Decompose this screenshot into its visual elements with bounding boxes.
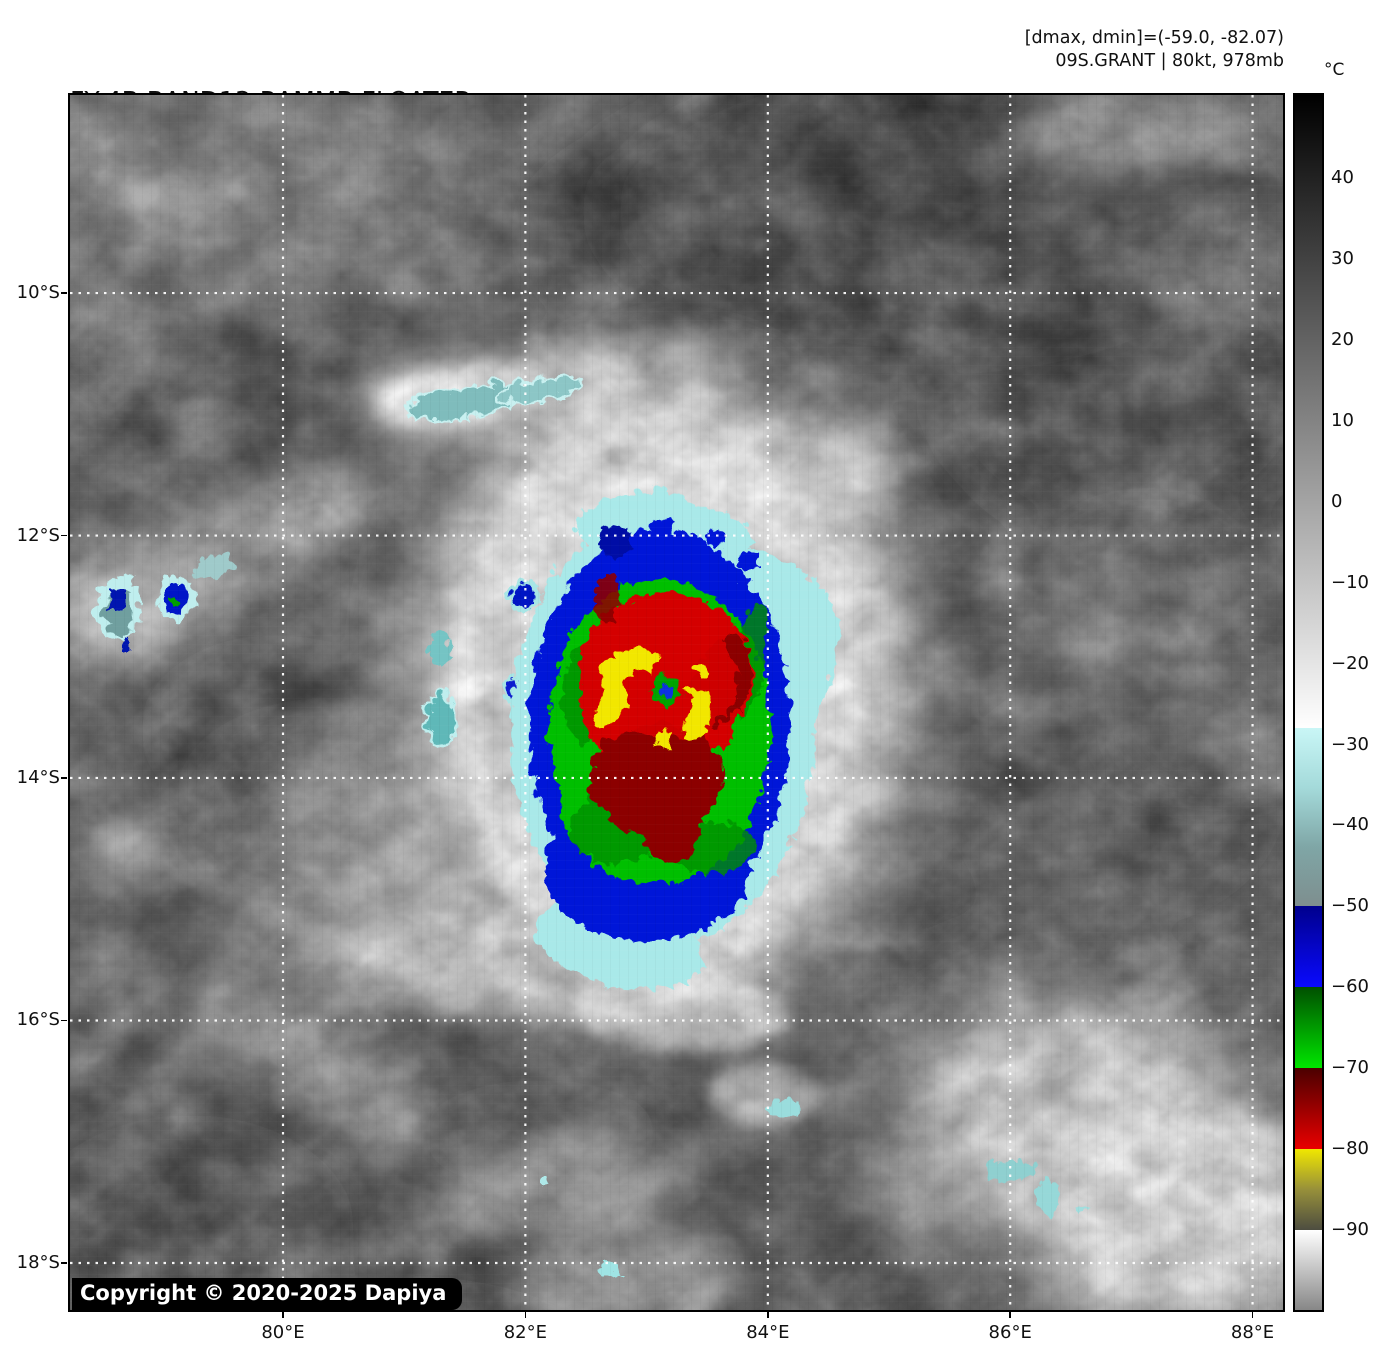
colorbar-unit-label: °C (1324, 60, 1345, 80)
x-tick-mark (767, 1312, 769, 1318)
y-tick-label: 14°S (16, 766, 60, 788)
colorbar-tick-label: −10 (1331, 571, 1369, 593)
y-tick-mark (61, 1019, 67, 1022)
y-tick-label: 10°S (16, 282, 60, 304)
y-tick-mark (61, 1262, 67, 1264)
sensor-pixel-grid (70, 95, 1283, 1310)
x-tick-mark (1251, 1312, 1254, 1318)
x-tick-label: 88°E (1230, 1322, 1275, 1343)
dmax-dmin-stats: [dmax, dmin]=(-59.0, -82.07) (1024, 28, 1284, 48)
colorbar-tick-label: 40 (1331, 167, 1354, 189)
y-tick-mark (61, 777, 67, 779)
y-tick-label: 12°S (16, 524, 60, 546)
colorbar-tick-label: −60 (1331, 976, 1369, 998)
colorbar-tick-label: 10 (1331, 409, 1354, 431)
colorbar-tick-label: −20 (1331, 652, 1369, 674)
colorbar-tick-label: 0 (1331, 490, 1343, 512)
colorbar-tick-label: 30 (1331, 248, 1354, 270)
colorbar-segment (1295, 1149, 1322, 1231)
colorbar-segment (1295, 95, 1322, 729)
latlon-gridlines (70, 95, 1283, 1310)
colorbar-segment (1295, 728, 1322, 907)
colorbar-tick-label: −80 (1331, 1138, 1369, 1160)
x-tick-label: 86°E (988, 1322, 1032, 1343)
colorbar-tick-label: −50 (1331, 895, 1369, 917)
storm-info: 09S.GRANT | 80kt, 978mb (1055, 51, 1284, 71)
x-tick-label: 82°E (503, 1322, 547, 1343)
satellite-map (68, 93, 1285, 1312)
colorbar-tick-label: 20 (1331, 329, 1354, 351)
colorbar-tick-label: −90 (1331, 1218, 1369, 1240)
colorbar-segment (1295, 1068, 1322, 1150)
y-tick-label: 18°S (16, 1251, 60, 1273)
y-tick-mark (61, 292, 67, 294)
x-tick-mark (282, 1312, 284, 1318)
y-tick-mark (61, 534, 67, 537)
figure-stats-block: [dmax, dmin]=(-59.0, -82.07) 09S.GRANT |… (1025, 27, 1284, 73)
copyright-watermark: Copyright © 2020-2025 Dapiya (72, 1278, 463, 1310)
colorbar-segment (1295, 906, 1322, 988)
x-tick-mark (524, 1312, 527, 1318)
colorbar-tick-label: −70 (1331, 1057, 1369, 1079)
x-tick-label: 80°E (261, 1322, 305, 1343)
colorbar-tick-label: −30 (1331, 733, 1369, 755)
colorbar (1293, 93, 1324, 1312)
colorbar-segment (1295, 987, 1322, 1069)
colorbar-tick-label: −40 (1331, 814, 1369, 836)
satellite-image (70, 95, 1283, 1310)
y-tick-label: 16°S (16, 1009, 60, 1031)
x-tick-mark (1009, 1312, 1011, 1318)
colorbar-segment (1295, 1229, 1322, 1311)
x-tick-label: 84°E (746, 1322, 790, 1343)
